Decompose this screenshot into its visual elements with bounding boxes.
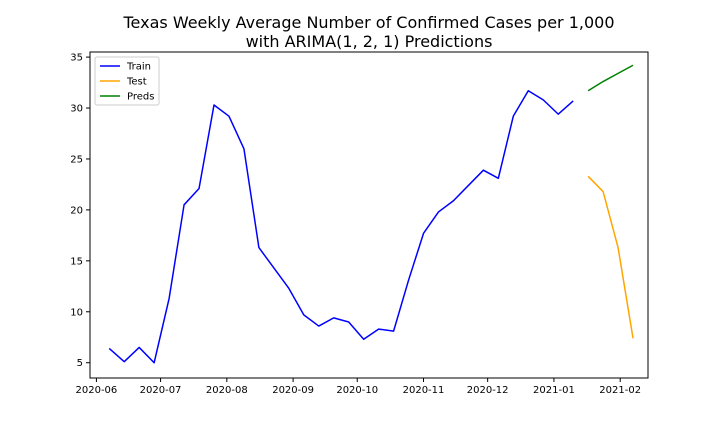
legend-label-train: Train <box>126 62 151 73</box>
legend-label-test: Test <box>126 77 147 88</box>
x-tick-label: 2020-12 <box>467 385 509 396</box>
chart-title-line-1: Texas Weekly Average Number of Confirmed… <box>123 13 615 32</box>
x-tick-label: 2021-01 <box>533 385 575 396</box>
y-tick-label: 25 <box>70 154 83 165</box>
x-tick-label: 2020-07 <box>140 385 182 396</box>
x-tick-label: 2020-09 <box>272 385 314 396</box>
series-layer <box>108 64 634 364</box>
plot-frame <box>89 51 649 379</box>
x-tick-label: 2020-08 <box>206 385 248 396</box>
y-tick-label: 10 <box>70 307 83 318</box>
y-tick-label: 15 <box>70 256 83 267</box>
y-tick-label: 30 <box>70 104 83 115</box>
axes-layer: 5 10 15 20 25 30 35 2020-06 2020-07 2020-08 2020-0… <box>70 51 649 396</box>
chart-title-line-2: with ARIMA(1, 2, 1) Predictions <box>246 32 493 51</box>
legend-label-preds: Preds <box>127 92 154 103</box>
y-tick-label: 35 <box>70 53 83 64</box>
legend: Train Test Preds <box>94 56 160 106</box>
x-tick-label: 2020-06 <box>76 385 118 396</box>
series-line-train <box>108 89 574 364</box>
x-tick-label: 2021-02 <box>599 385 641 396</box>
y-tick-label: 5 <box>77 358 83 369</box>
x-tick-label: 2020-10 <box>336 385 378 396</box>
x-tick-label: 2020-11 <box>403 385 445 396</box>
legend-box <box>94 56 160 106</box>
series-line-test <box>587 175 634 339</box>
series-line-preds <box>587 64 634 92</box>
y-tick-label: 20 <box>70 205 83 216</box>
